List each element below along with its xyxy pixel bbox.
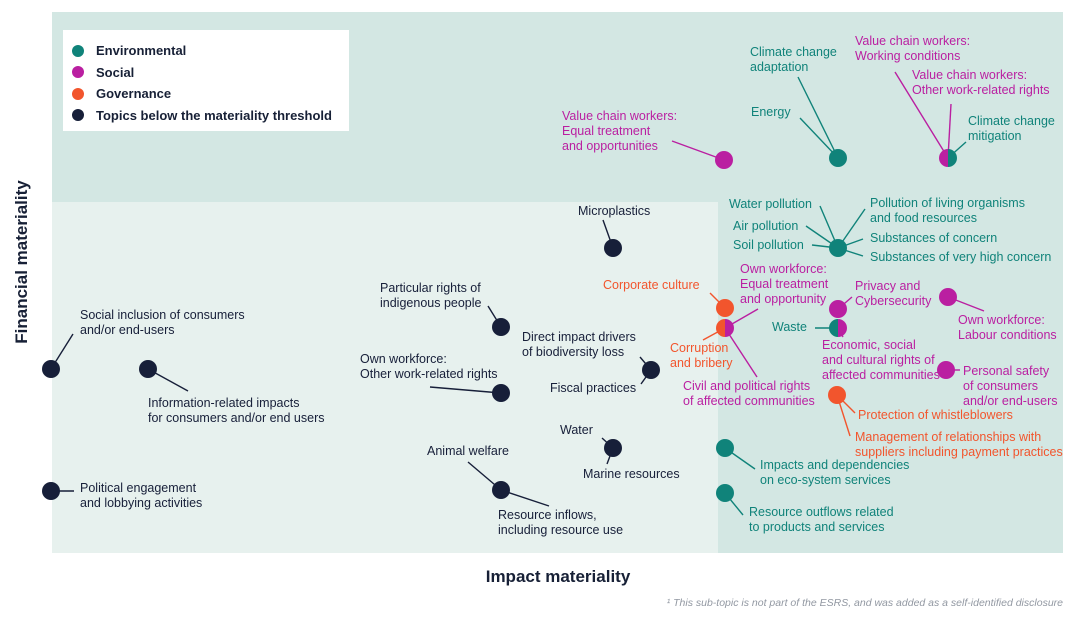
legend-item: Topics below the materiality threshold bbox=[72, 105, 349, 127]
topic-label: Direct impact drivers of biodiversity lo… bbox=[522, 330, 636, 359]
topic-label: Animal welfare bbox=[427, 444, 509, 458]
x-axis-title: Impact materiality bbox=[485, 567, 631, 586]
topic-label: Own workforce: Equal treatment and oppor… bbox=[740, 262, 829, 306]
data-point bbox=[716, 319, 734, 337]
topic-label: Impacts and dependencies on eco-system s… bbox=[760, 458, 910, 487]
data-point bbox=[828, 386, 846, 404]
legend-label: Environmental bbox=[96, 43, 187, 59]
legend-item: Governance bbox=[72, 83, 349, 105]
topic-label: Corporate culture bbox=[603, 278, 700, 292]
topic-label: Value chain workers: Equal treatment and… bbox=[562, 109, 678, 153]
legend-dot-icon bbox=[72, 87, 84, 100]
topic-label: Personal safety of consumers and/or end-… bbox=[963, 364, 1058, 408]
topic-label: Pollution of living organisms and food r… bbox=[870, 196, 1025, 225]
topic-label: Water bbox=[560, 423, 593, 437]
data-point bbox=[716, 439, 734, 457]
topic-label: Fiscal practices bbox=[550, 381, 637, 395]
topic-label: Soil pollution bbox=[733, 238, 804, 252]
data-point bbox=[642, 361, 660, 379]
topic-label: Own workforce: Other work-related rights bbox=[360, 352, 498, 381]
leader-line bbox=[894, 71, 949, 159]
legend: Environmental Social Governance Topics belo… bbox=[63, 30, 349, 131]
topic-label: Particular rights of indigenous people bbox=[380, 281, 482, 310]
data-point bbox=[829, 239, 847, 257]
data-point bbox=[42, 482, 60, 500]
data-point bbox=[42, 360, 60, 378]
topic-label: Value chain workers: Working conditions bbox=[855, 34, 971, 63]
topic-label: Value chain workers: Other work-related … bbox=[912, 68, 1050, 97]
legend-dot-icon bbox=[72, 109, 84, 122]
legend-item: Social bbox=[72, 62, 349, 84]
topic-label: Water pollution bbox=[729, 197, 812, 211]
data-point bbox=[715, 151, 733, 169]
topic-label: Economic, social and cultural rights of … bbox=[822, 338, 940, 382]
topic-label: Information-related impacts for consumer… bbox=[148, 396, 325, 425]
data-point bbox=[829, 149, 847, 167]
data-point bbox=[492, 318, 510, 336]
topic-label: Social inclusion of consumers and/or end… bbox=[80, 308, 245, 337]
topic-label: Waste bbox=[772, 320, 807, 334]
data-point bbox=[139, 360, 157, 378]
topic-label: Air pollution bbox=[733, 219, 799, 233]
legend-item: Environmental bbox=[72, 40, 349, 62]
topic-label: Climate change adaptation bbox=[750, 45, 837, 74]
legend-label: Social bbox=[96, 64, 135, 80]
data-point bbox=[492, 384, 510, 402]
data-point bbox=[604, 439, 622, 457]
data-point bbox=[937, 361, 955, 379]
legend-label: Governance bbox=[96, 86, 172, 102]
topic-label: Energy bbox=[751, 105, 791, 119]
topic-label: Civil and political rights of affected c… bbox=[683, 379, 815, 408]
topic-label: Political engagement and lobbying activi… bbox=[80, 481, 203, 510]
leader-line bbox=[724, 327, 758, 378]
topic-label: Resource outflows related to products an… bbox=[749, 505, 894, 534]
data-point bbox=[716, 299, 734, 317]
leader-line bbox=[429, 386, 502, 394]
data-point bbox=[829, 319, 847, 337]
topic-label: Corruption and bribery bbox=[670, 341, 733, 370]
data-point bbox=[939, 288, 957, 306]
topic-label: Resource inflows, including resource use bbox=[498, 508, 624, 537]
topic-label: Privacy and Cybersecurity bbox=[855, 279, 932, 308]
topic-label: Management of relationships with supplie… bbox=[855, 430, 1063, 459]
topic-label: Substances of very high concern bbox=[870, 250, 1052, 264]
y-axis-title: Financial materiality bbox=[12, 180, 31, 344]
region-above-threshold-right bbox=[718, 202, 1063, 553]
topic-label: Climate change mitigation bbox=[968, 114, 1055, 143]
footnote: ¹ This sub-topic is not part of the ESRS… bbox=[666, 597, 1063, 609]
leader-line bbox=[797, 76, 839, 159]
data-point bbox=[716, 484, 734, 502]
topic-label: Substances of concern bbox=[870, 231, 998, 245]
topic-label: Microplastics bbox=[578, 204, 651, 218]
topic-label: Own workforce: Labour conditions bbox=[958, 313, 1057, 342]
data-point bbox=[492, 481, 510, 499]
data-point bbox=[939, 149, 957, 167]
legend-dot-icon bbox=[72, 44, 84, 57]
data-point bbox=[829, 300, 847, 318]
topic-label: Marine resources bbox=[583, 467, 680, 481]
legend-label: Topics below the materiality threshold bbox=[96, 107, 332, 123]
data-point bbox=[604, 239, 622, 257]
legend-dot-icon bbox=[72, 66, 84, 79]
topic-label: Protection of whistleblowers bbox=[858, 408, 1013, 422]
